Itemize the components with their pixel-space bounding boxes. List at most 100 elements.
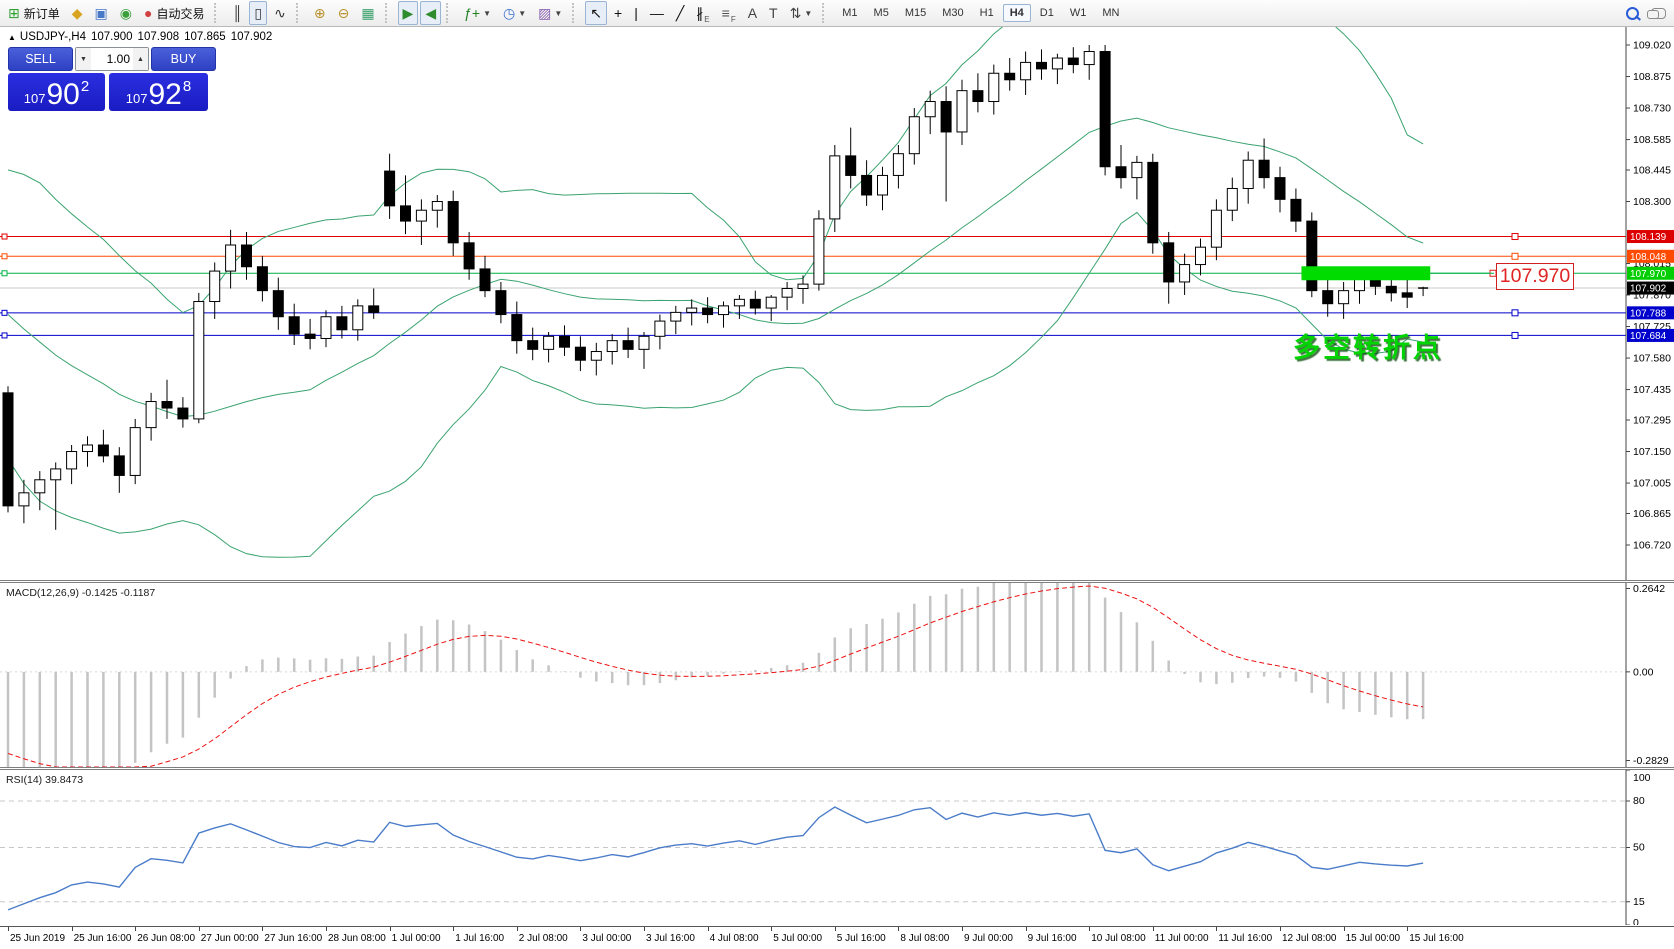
chart-shift-icon: ◀ [425,5,437,21]
price-tag [1627,281,1674,295]
cursor-icon[interactable]: ↖ [585,1,608,25]
bear-candle-body [1401,292,1413,298]
bull-candle-body [34,479,46,494]
vertical-line-icon[interactable]: | [629,1,643,25]
rsi-label: RSI(14) 39.8473 [6,774,84,786]
rsi-panel-canvas[interactable]: 100 80 50 15 0 [0,770,1674,925]
panel-separator[interactable] [0,767,1674,770]
text-icon[interactable]: A [743,1,762,25]
search-icon[interactable] [1626,6,1639,20]
green-rectangle-object[interactable] [1301,266,1431,281]
dropdown-caret-icon[interactable]: ▼ [554,8,563,18]
tile-windows-icon[interactable]: ▦ [356,1,379,25]
buy-price-button[interactable]: 107 92 8 [109,73,208,111]
candlestick-chart-icon[interactable]: ▯ [249,1,268,25]
line-anchor-marker[interactable] [1,233,8,240]
sell-button[interactable]: SELL [8,47,73,71]
timeframe-D1[interactable]: D1 [1039,7,1054,19]
volume-decrease-button[interactable]: ▼ [76,48,91,70]
bull-candle-body [765,296,777,309]
bear-candle-body [272,290,284,318]
line-anchor-marker[interactable] [1,309,8,316]
line-anchor-marker[interactable] [1,270,8,277]
line-anchor-marker[interactable] [1,253,8,260]
timeframe-H1[interactable]: H1 [979,7,994,19]
auto-scroll-icon[interactable]: ▶ [397,1,419,25]
zoom-in-icon: ⊕ [313,5,326,21]
turning-point-annotation[interactable]: 多空转折点 [1293,333,1443,363]
timeframe-MN[interactable]: MN [1102,7,1120,19]
timeframe-M30[interactable]: M30 [942,7,964,19]
bull-candle-body [924,101,936,118]
bull-candle-body [352,305,364,331]
periods-icon[interactable]: ◷ ▼ [498,1,531,25]
macd-panel-canvas[interactable]: 0.2642 0.00 -0.2829 [0,583,1674,767]
bear-candle-body [1115,166,1127,179]
bear-candle-body [1274,177,1286,200]
chat-icon[interactable] [1647,7,1666,19]
volume-input[interactable] [91,48,133,70]
new-order-button[interactable]: ⊞ 新订单 [3,1,65,25]
crosshair-icon[interactable]: + [609,1,627,25]
cursor-icon: ↖ [590,5,603,21]
sell-price-button[interactable]: 107 90 2 [8,73,105,111]
toolbar-separator [295,3,305,23]
zoom-out-icon[interactable]: ⊖ [333,1,355,25]
line-chart-icon[interactable]: ∿ [269,1,291,25]
timeframe-W1[interactable]: W1 [1069,7,1087,19]
time-label: 5 Jul 00:00 [773,933,823,944]
price-text-label[interactable]: 107.970 [1496,263,1574,290]
bollinger-middle-band [7,117,1424,418]
time-tick [1089,927,1091,931]
line-anchor-marker[interactable] [1511,233,1519,241]
autotrade-button[interactable]: ● 自动交易 [139,1,209,25]
bull-candle-body [193,301,205,420]
main-chart-canvas[interactable]: 109.020 108.875 108.730 108.585 108.445 108.3… [0,27,1674,580]
zoom-in-icon[interactable]: ⊕ [309,1,331,25]
sell-price-point: 2 [80,78,90,95]
bull-candle-body [431,201,443,211]
dropdown-caret-icon[interactable]: ▼ [804,8,813,18]
indicators-icon[interactable]: ƒ+ ▼ [459,1,496,25]
volume-increase-button[interactable]: ▲ [133,48,148,70]
buy-button[interactable]: BUY [151,47,216,71]
time-axis[interactable]: 25 Jun 2019 25 Jun 16:00 26 Jun 08:00 27 Ju… [0,926,1674,949]
tile-windows-icon: ▦ [361,5,375,21]
dropdown-caret-icon[interactable]: ▼ [518,8,527,18]
line-anchor-marker[interactable] [1,332,8,339]
dropdown-caret-icon[interactable]: ▼ [483,8,491,18]
eraser-icon[interactable]: ◆ [67,1,88,25]
timeframe-H4[interactable]: H4 [1002,4,1031,22]
channel-icon[interactable]: ∦ E [691,1,714,25]
bear-candle-body [527,340,539,350]
text-label-icon[interactable]: T [764,1,783,25]
line-anchor-marker[interactable] [1511,252,1519,260]
bull-candle-body [543,335,555,350]
templates-icon[interactable]: ▨ ▼ [533,1,567,25]
macd-label: MACD(12,26,9) -0.1425 -0.1187 [6,587,156,599]
timeframe-M1[interactable]: M1 [842,7,858,19]
timeframe-M15[interactable]: M15 [904,7,927,19]
bull-candle-body [829,155,841,220]
time-tick [71,927,73,931]
bull-candle-body [908,116,920,155]
timeframe-M5[interactable]: M5 [873,7,889,19]
line-anchor-marker[interactable] [1511,331,1519,339]
one-click-trading-panel: SELL ▼ ▲ BUY 107 90 2 107 92 8 [8,47,216,111]
collapse-triangle-icon[interactable]: ▲ [8,33,16,42]
time-tick [1216,927,1218,931]
bar-chart-icon[interactable]: ║ [227,1,247,25]
arrows-icon[interactable]: ⇅ ▼ [785,1,818,25]
fibonacci-icon[interactable]: ≡ F [717,1,741,25]
autotrade-icon: ● [143,5,153,21]
horizontal-line-icon[interactable]: — [645,1,669,25]
panel-separator[interactable] [0,580,1674,583]
bollinger-upper-band [7,27,1424,314]
line-anchor-marker[interactable] [1511,309,1519,317]
time-tick [1407,927,1409,931]
signal-icon[interactable]: ◉ [115,1,137,25]
terminal-icon[interactable]: ▣ [90,1,113,25]
chart-shift-icon[interactable]: ◀ [420,1,442,25]
trendline-icon[interactable]: ╱ [671,1,689,25]
bear-candle-body [495,290,507,316]
